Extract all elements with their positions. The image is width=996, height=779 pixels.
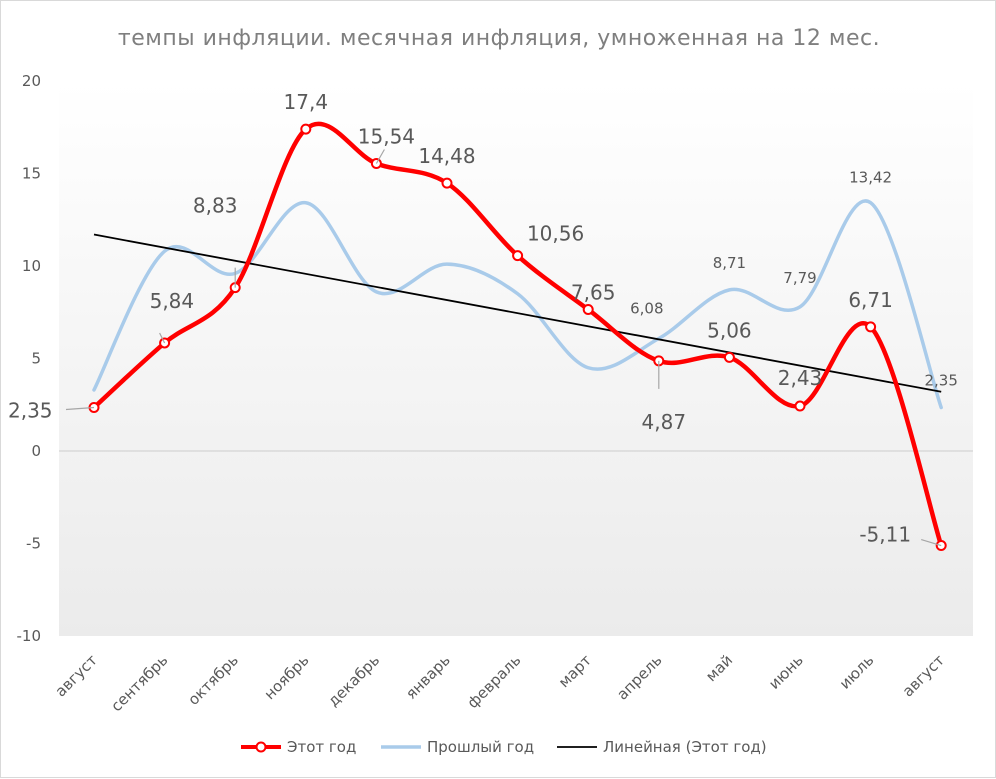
data-label-this-year: 17,4: [284, 90, 329, 114]
y-tick-label: 5: [31, 350, 41, 368]
data-point-this-year: [582, 303, 594, 315]
x-tick-label: июль: [836, 651, 878, 693]
chart-title: темпы инфляции. месячная инфляция, умнож…: [118, 26, 880, 51]
data-label-this-year: 5,06: [707, 318, 752, 342]
y-axis: -10 -5 0 5 10 15 20: [17, 72, 42, 645]
plot-area: [59, 81, 973, 636]
data-point-this-year: [865, 321, 877, 333]
data-label-this-year: 6,71: [848, 288, 893, 312]
series-line-previous-year: [92, 199, 943, 410]
data-label-this-year: 4,87: [642, 410, 687, 434]
data-label-previous-year: 6,08: [630, 300, 663, 318]
series-line-this-year: [91, 121, 944, 548]
legend: Этот год Прошлый год Линейная (Этот год): [241, 738, 767, 756]
data-label-this-year: 14,48: [418, 144, 475, 168]
data-label-leader: [375, 149, 385, 164]
x-tick-label: август: [899, 651, 949, 701]
data-label-leader: [159, 332, 166, 344]
data-label-previous-year: 7,79: [783, 269, 816, 287]
data-label-this-year: 2,35: [8, 399, 53, 423]
data-label-this-year: 8,83: [193, 194, 238, 218]
data-label-this-year: 15,54: [358, 125, 415, 149]
data-point-this-year: [794, 400, 806, 412]
x-tick-label: август: [51, 651, 101, 701]
data-label-previous-year: 8,71: [713, 254, 746, 272]
y-tick-label: -10: [17, 627, 42, 645]
data-point-this-year: [512, 250, 524, 262]
data-point-this-year: [441, 177, 453, 189]
y-tick-label: 10: [22, 257, 41, 275]
legend-label: Линейная (Этот год): [603, 738, 767, 756]
legend-label: Прошлый год: [427, 738, 534, 756]
x-tick-label: февраль: [464, 651, 525, 712]
x-tick-label: апрель: [613, 651, 665, 703]
y-tick-label: 0: [31, 442, 41, 460]
y-tick-label: 15: [22, 165, 41, 183]
data-point-this-year: [300, 123, 312, 135]
data-point-this-year: [723, 351, 735, 363]
data-label-this-year: -5,11: [859, 523, 911, 547]
x-tick-label: июнь: [765, 651, 807, 693]
legend-marker: [255, 741, 267, 753]
series-layer: [88, 121, 947, 552]
trendline: [93, 233, 942, 393]
x-tick-label: май: [702, 651, 736, 685]
x-tick-label: декабрь: [324, 651, 383, 710]
x-tick-label: ноябрь: [261, 651, 313, 703]
x-tick-label: октябрь: [184, 651, 242, 709]
legend-label: Этот год: [287, 738, 356, 756]
data-label-this-year: 7,65: [571, 280, 616, 304]
data-label-this-year: 2,43: [778, 366, 823, 390]
x-tick-label: сентябрь: [107, 651, 171, 715]
data-label-leader: [921, 538, 942, 547]
y-tick-label: 20: [22, 72, 41, 90]
y-tick-label: -5: [26, 535, 41, 553]
x-tick-label: март: [555, 651, 595, 691]
data-label-previous-year: 13,42: [849, 169, 892, 187]
data-label-this-year: 5,84: [150, 289, 195, 313]
x-tick-label: январь: [402, 651, 454, 703]
x-axis: август сентябрь октябрь ноябрь декабрь январь…: [51, 651, 948, 715]
data-label-this-year: 10,56: [527, 222, 584, 246]
data-label-previous-year: 2,35: [924, 372, 957, 390]
data-label-leader: [65, 406, 95, 411]
